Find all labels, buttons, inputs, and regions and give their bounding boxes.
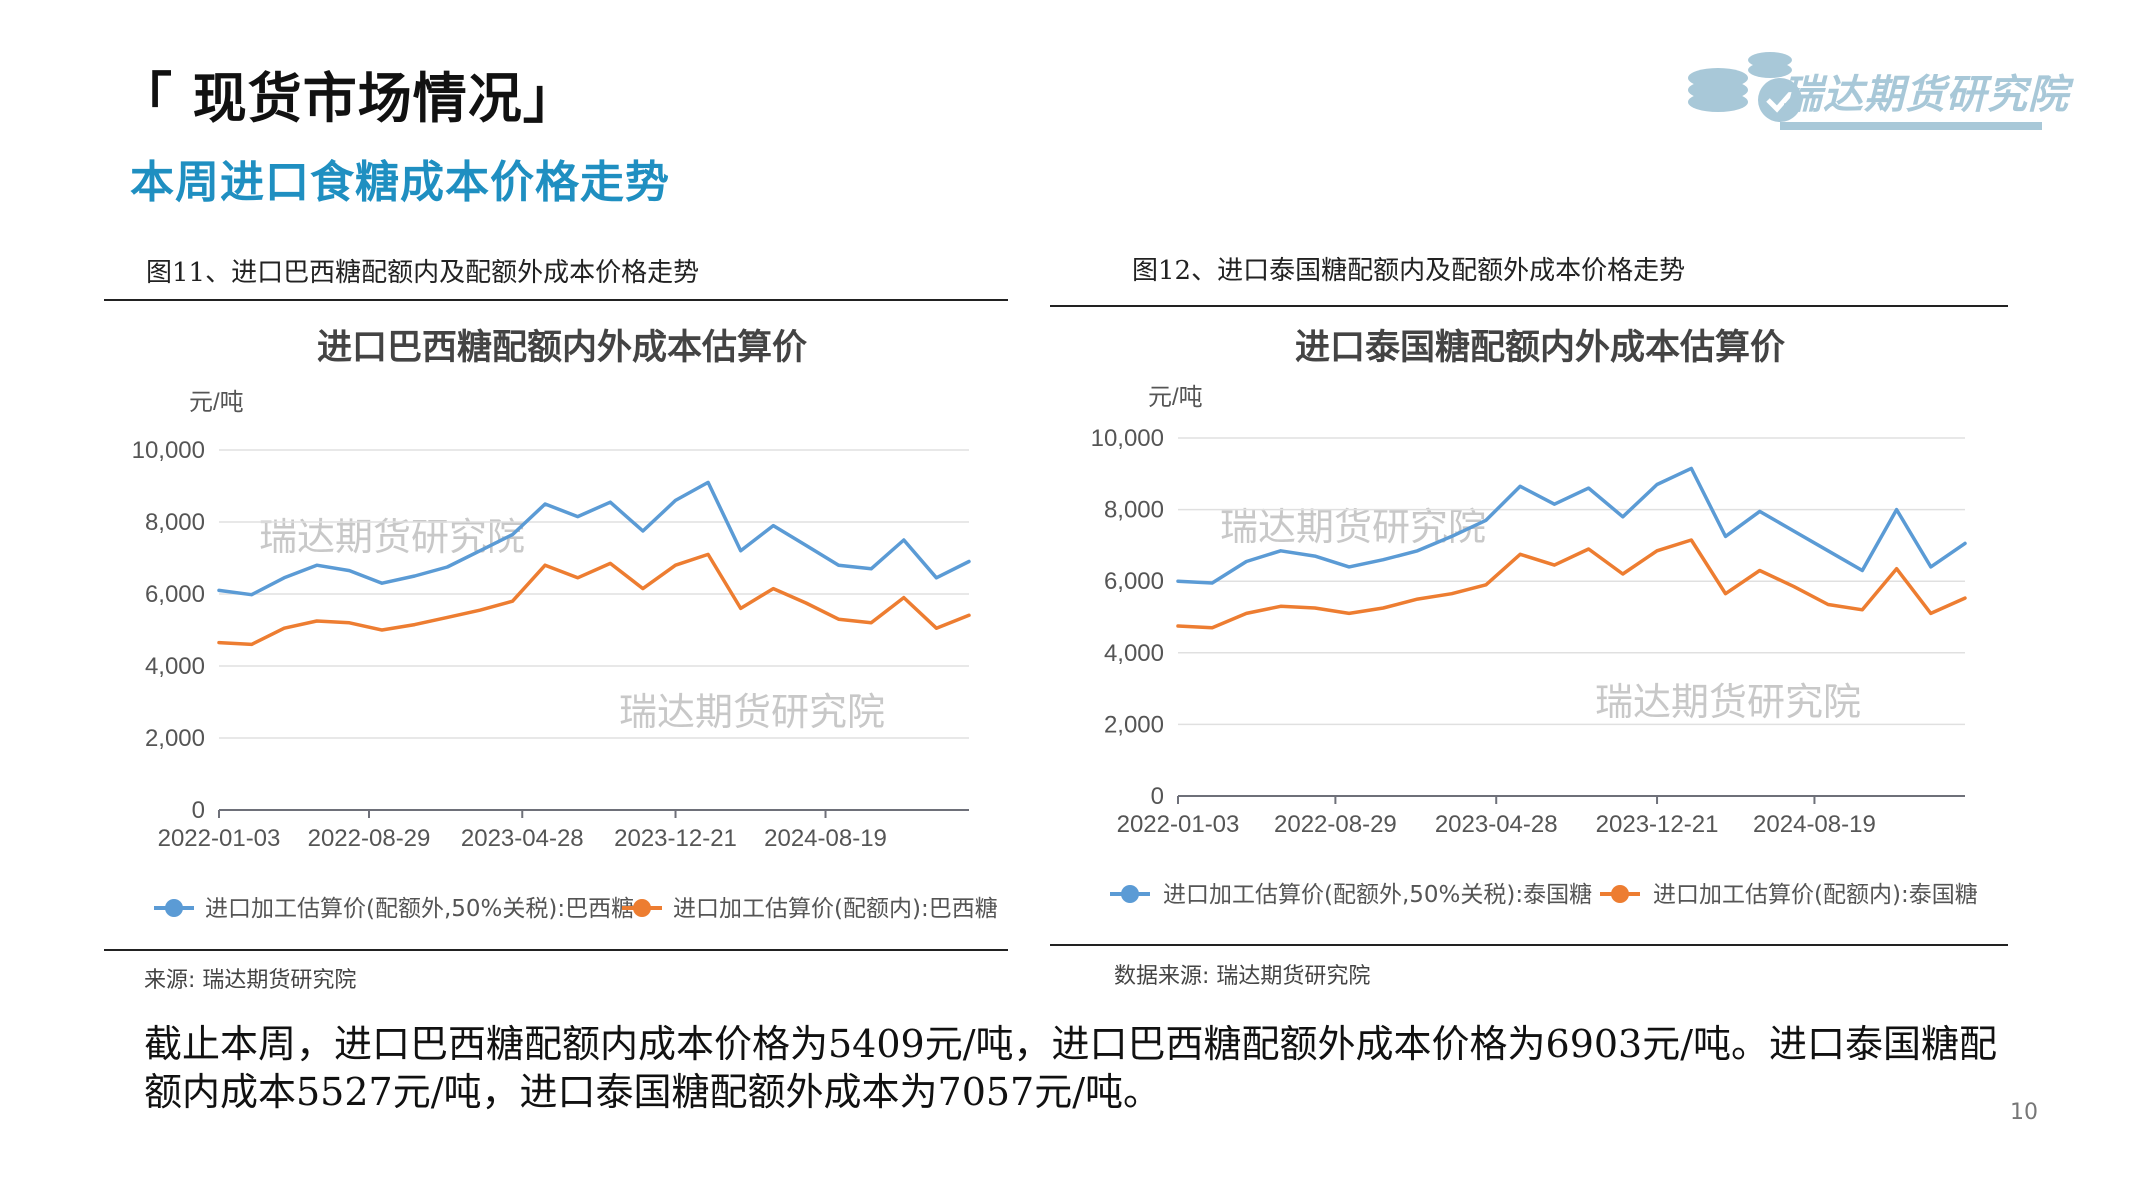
y-tick-label: 0 — [192, 797, 205, 824]
chart-title: 进口泰国糖配额内外成本估算价 — [1295, 328, 1785, 368]
x-tick-label: 2023-12-21 — [1596, 811, 1719, 838]
series-line-outer-quota — [217, 480, 971, 597]
x-tick-label: 2023-04-28 — [461, 825, 584, 852]
y-tick-label: 10,000 — [132, 437, 205, 464]
y-tick-label: 8,000 — [1104, 497, 1164, 524]
y-tick-label: 6,000 — [145, 581, 205, 608]
x-tick-label: 2024-08-19 — [1753, 811, 1876, 838]
y-tick-label: 4,000 — [145, 653, 205, 680]
x-tick-label: 2022-01-03 — [1117, 811, 1240, 838]
y-tick-label: 2,000 — [145, 725, 205, 752]
y-tick-label: 6,000 — [1104, 568, 1164, 595]
watermark: 瑞达期货研究院 — [1595, 680, 1861, 724]
series-line-inner-quota — [217, 552, 971, 647]
x-tick-label: 2024-08-19 — [764, 825, 887, 852]
page-number: 10 — [2010, 1100, 2038, 1125]
chart-title: 进口巴西糖配额内外成本估算价 — [317, 328, 807, 368]
y-tick-label: 2,000 — [1104, 711, 1164, 738]
legend-marker-inner — [1611, 885, 1629, 903]
figure-12-top-rule — [1050, 305, 2008, 307]
figure-11-caption: 图11、进口巴西糖配额内及配额外成本价格走势 — [146, 258, 700, 288]
logo-coins-icon — [1688, 52, 1802, 122]
figure-12-caption: 图12、进口泰国糖配额内及配额外成本价格走势 — [1132, 256, 1686, 286]
x-tick-label: 2023-04-28 — [1435, 811, 1558, 838]
y-tick-label: 10,000 — [1091, 425, 1164, 452]
x-tick-label: 2022-08-29 — [1274, 811, 1397, 838]
figure-11-bottom-rule — [104, 949, 1008, 951]
x-tick-label: 2022-08-29 — [308, 825, 431, 852]
section-subtitle: 本周进口食糖成本价格走势 — [130, 157, 670, 208]
logo-underline — [1780, 122, 2042, 130]
series-line-outer-quota — [1176, 466, 1967, 585]
page-title: 「 现货市场情况」 — [118, 67, 578, 130]
series-line-inner-quota — [1176, 538, 1967, 630]
y-tick-label: 0 — [1151, 783, 1164, 810]
figure-11-chart: 进口巴西糖配额内外成本估算价 元/吨 瑞达期货研究院 瑞达期货研究院 10,00… — [132, 328, 998, 922]
legend-label-outer: 进口加工估算价(配额外,50%关税):巴西糖 — [205, 896, 634, 922]
x-tick-label: 2023-12-21 — [614, 825, 737, 852]
y-axis-unit: 元/吨 — [1148, 384, 1203, 411]
legend-marker-outer — [1121, 885, 1139, 903]
figure-12-chart: 进口泰国糖配额内外成本估算价 元/吨 瑞达期货研究院 瑞达期货研究院 10,00… — [1091, 328, 1978, 908]
x-tick-label: 2022-01-03 — [158, 825, 281, 852]
legend-label-inner: 进口加工估算价(配额内):泰国糖 — [1653, 882, 1978, 908]
figure-12-bottom-rule — [1050, 944, 2008, 946]
legend-label-inner: 进口加工估算价(配额内):巴西糖 — [673, 896, 998, 922]
watermark: 瑞达期货研究院 — [619, 690, 885, 734]
y-axis-unit: 元/吨 — [189, 389, 244, 416]
logo-text: 瑞达期货研究院 — [1782, 72, 2069, 118]
legend-label-outer: 进口加工估算价(配额外,50%关税):泰国糖 — [1163, 882, 1592, 908]
figure-12-source: 数据来源: 瑞达期货研究院 — [1114, 964, 1371, 989]
watermark: 瑞达期货研究院 — [1220, 505, 1486, 549]
y-tick-label: 4,000 — [1104, 640, 1164, 667]
figure-11-source: 来源: 瑞达期货研究院 — [144, 968, 357, 993]
summary-paragraph: 截止本周，进口巴西糖配额内成本价格为5409元/吨，进口巴西糖配额外成本价格为6… — [144, 1022, 1998, 1114]
legend-marker-inner — [633, 899, 651, 917]
figure-11-top-rule — [104, 299, 1008, 301]
y-tick-label: 8,000 — [145, 509, 205, 536]
legend-marker-outer — [165, 899, 183, 917]
